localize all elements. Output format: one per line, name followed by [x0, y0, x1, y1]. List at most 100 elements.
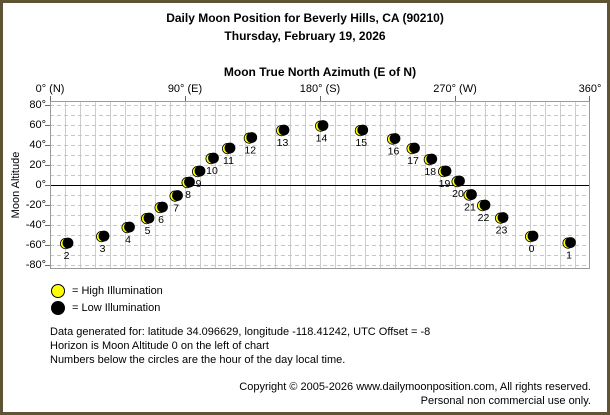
moon-circle-low-illumination: [246, 132, 258, 143]
moon-circle-low-illumination: [317, 120, 329, 131]
y-tick-label: 80°: [29, 99, 46, 111]
moon-circle-low-illumination: [440, 165, 452, 177]
hour-label: 6: [158, 214, 164, 226]
data-point-hour-10: 10: [205, 152, 219, 177]
moon-circle-low-illumination: [278, 124, 290, 136]
hour-label: 4: [125, 234, 131, 246]
hour-label: 13: [277, 137, 289, 149]
data-point-hour-2: 2: [60, 237, 74, 262]
moon-circle-low-illumination: [208, 152, 219, 164]
data-point-hour-18: 18: [423, 153, 438, 178]
note-line: Data generated for: latitude 34.096629, …: [50, 326, 431, 338]
moon-circle-low-illumination: [124, 221, 135, 233]
y-tick-label: -40°: [25, 219, 46, 231]
y-axis-title: Moon Altitude: [10, 151, 22, 219]
page-title: Daily Moon Position for Beverly Hills, C…: [166, 11, 444, 25]
moon-circle-low-illumination: [497, 212, 509, 223]
data-point-hour-5: 5: [141, 212, 155, 237]
moon-circle-low-illumination: [357, 124, 369, 136]
y-tick-label: 40°: [29, 139, 46, 151]
data-point-hour-12: 12: [243, 132, 258, 157]
moon-circle-low-illumination: [224, 142, 236, 154]
hour-label: 21: [464, 202, 476, 214]
moon-circle-low-illumination: [98, 230, 110, 242]
data-point-hour-17: 17: [406, 142, 420, 167]
moon-circle-low-illumination: [479, 199, 491, 211]
hour-label: 17: [407, 155, 419, 167]
data-point-hour-7: 7: [169, 190, 183, 215]
legend-label: = Low Illumination: [72, 302, 161, 314]
y-tick-label: -80°: [25, 259, 46, 271]
data-point-hour-23: 23: [494, 212, 509, 237]
copyright-line: Personal non commercial use only.: [420, 394, 591, 407]
legend-low-illumination-circle-icon: [51, 301, 65, 315]
y-tick-label: 60°: [29, 119, 46, 131]
data-point-hour-15: 15: [354, 124, 369, 149]
data-point-hour-11: 11: [222, 142, 236, 167]
hour-label: 3: [100, 243, 106, 255]
notes-block: Data generated for: latitude 34.096629, …: [50, 325, 430, 367]
x-tick-label: 0° (N): [35, 83, 65, 95]
y-tick-label: 20°: [29, 159, 46, 171]
data-point-hour-9: 9: [192, 165, 206, 190]
legend-high-illumination-circle-icon: [51, 284, 65, 298]
hour-label: 7: [173, 203, 179, 215]
data-point-hour-21: 21: [463, 189, 477, 214]
hour-label: 20: [452, 188, 464, 200]
y-tick-label: 0°: [35, 179, 46, 191]
y-tick-label: -20°: [25, 199, 46, 211]
copyright-block: Copyright © 2005-2026 www.dailymoonposit…: [239, 381, 591, 408]
hour-label: 11: [223, 155, 234, 167]
hour-label: 0: [529, 243, 535, 255]
moon-circle-low-illumination: [409, 142, 420, 154]
data-point-hour-8: 8: [181, 176, 195, 201]
page-subtitle-date: Thursday, February 19, 2026: [224, 29, 386, 43]
moon-circle-low-illumination: [454, 175, 465, 187]
data-point-hour-22: 22: [476, 199, 491, 224]
legend-label: = High Illumination: [72, 285, 163, 297]
moon-circle-low-illumination: [527, 230, 539, 242]
data-point-hour-6: 6: [154, 201, 168, 226]
data-point-hour-16: 16: [386, 133, 401, 158]
moon-circle-low-illumination: [62, 237, 74, 249]
note-line: Horizon is Moon Altitude 0 on the left o…: [50, 340, 269, 352]
x-tick-label: 180° (S): [299, 83, 341, 95]
x-tick-label: 270° (W): [433, 83, 477, 95]
moon-circle-low-illumination: [565, 237, 576, 248]
hour-label: 14: [316, 133, 328, 145]
hour-label: 1: [566, 250, 572, 262]
data-point-hour-20: 20: [451, 175, 465, 200]
x-tick-label: 90° (E): [167, 83, 203, 95]
hour-label: 10: [206, 165, 218, 177]
hour-label: 23: [496, 225, 508, 237]
hour-label: 5: [145, 225, 151, 237]
moon-circle-low-illumination: [157, 201, 168, 213]
hour-label: 2: [64, 250, 70, 262]
moon-circle-low-illumination: [466, 189, 477, 200]
hour-label: 19: [439, 178, 451, 190]
moon-circle-low-illumination: [194, 165, 206, 177]
y-tick-label: -60°: [25, 239, 46, 251]
x-tick-label: 360°: [578, 83, 602, 95]
hour-label: 16: [388, 146, 400, 158]
hour-label: 12: [244, 145, 256, 157]
moon-circle-low-illumination: [389, 133, 401, 144]
moon-circle-low-illumination: [184, 176, 195, 188]
data-point-hour-13: 13: [276, 124, 290, 149]
data-point-hour-0: 0: [524, 230, 539, 255]
plot-border: [50, 101, 590, 269]
data-point-hour-3: 3: [95, 230, 110, 255]
moon-circle-low-illumination: [426, 153, 438, 165]
data-point-hour-1: 1: [562, 237, 576, 262]
hour-label: 8: [185, 189, 191, 201]
moon-circle-low-illumination: [172, 190, 183, 201]
plot-area: 2 3 4 5 6 7 8 9 10 11 12 13 14 15 16 17 18 19 20 21 22 23 0 1: [45, 96, 590, 269]
moon-circle-low-illumination: [143, 212, 155, 224]
data-point-hour-4: 4: [121, 221, 135, 246]
hour-label: 9: [196, 178, 202, 190]
hour-label: 18: [424, 166, 436, 178]
note-line: Numbers below the circles are the hour o…: [50, 354, 346, 366]
hour-label: 22: [478, 212, 490, 224]
x-axis-title: Moon True North Azimuth (E of N): [223, 65, 417, 79]
